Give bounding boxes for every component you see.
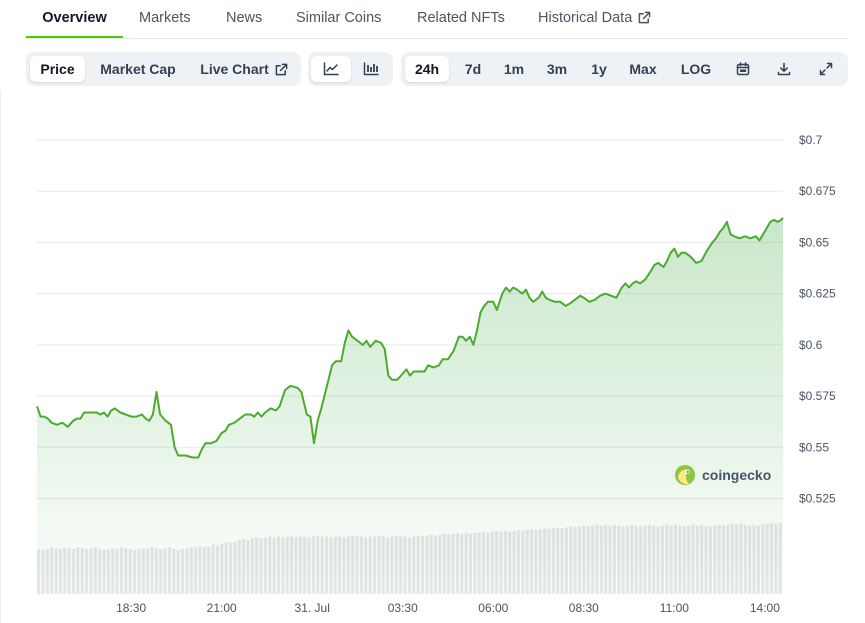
range-max-button[interactable]: Max bbox=[621, 56, 665, 82]
live-chart-button[interactable]: Live Chart bbox=[194, 56, 294, 82]
y-tick-label: $0.525 bbox=[799, 492, 836, 506]
live-chart-button-label: Live Chart bbox=[200, 61, 269, 77]
tab-news-label: News bbox=[226, 10, 263, 26]
log-scale-button[interactable]: LOG bbox=[673, 56, 719, 82]
coingecko-logo-icon bbox=[675, 465, 695, 485]
range-1m-button[interactable]: 1m bbox=[495, 56, 533, 82]
tab-similar-coins[interactable]: Similar Coins bbox=[296, 0, 381, 37]
date-range-button[interactable] bbox=[723, 56, 763, 82]
time-range-toolbar: 24h 7d 1m 3m 1y Max LOG bbox=[401, 52, 848, 86]
watermark-text: coingecko bbox=[702, 467, 772, 483]
x-tick-label: 11:00 bbox=[660, 601, 689, 615]
line-chart-icon bbox=[323, 62, 339, 76]
tab-overview-label: Overview bbox=[42, 10, 107, 26]
calendar-icon bbox=[736, 62, 750, 76]
x-tick-label: 06:00 bbox=[478, 601, 508, 615]
range-1m-label: 1m bbox=[503, 61, 525, 77]
range-max-label: Max bbox=[629, 61, 657, 77]
y-tick-label: $0.6 bbox=[799, 338, 823, 352]
range-24h-button[interactable]: 24h bbox=[405, 56, 449, 82]
range-1y-button[interactable]: 1y bbox=[581, 56, 617, 82]
price-area-fill bbox=[37, 217, 783, 591]
x-axis-labels: 18:30 21:00 31. Jul 03:30 06:00 08:30 11:00 14:… bbox=[116, 601, 780, 615]
line-chart-button[interactable] bbox=[311, 56, 351, 82]
y-axis-labels: $0.7 $0.675 $0.65 $0.625 $0.6 $0.575 $0.55 $0.5… bbox=[799, 133, 836, 506]
candlestick-chart-button[interactable] bbox=[351, 56, 391, 82]
tab-historical-data[interactable]: Historical Data bbox=[538, 0, 651, 37]
log-scale-label: LOG bbox=[680, 61, 712, 77]
market-cap-button[interactable]: Market Cap bbox=[92, 56, 184, 82]
range-7d-button[interactable]: 7d bbox=[453, 56, 493, 82]
coingecko-watermark: coingecko bbox=[674, 464, 771, 486]
x-tick-label: 08:30 bbox=[569, 601, 599, 615]
tab-similar-coins-label: Similar Coins bbox=[296, 10, 382, 26]
fullscreen-button[interactable] bbox=[806, 56, 846, 82]
range-1y-label: 1y bbox=[591, 61, 607, 77]
x-tick-label: 14:00 bbox=[750, 601, 780, 615]
tab-overview[interactable]: Overview bbox=[26, 0, 123, 38]
y-tick-label: $0.7 bbox=[799, 133, 823, 147]
tab-related-nfts[interactable]: Related NFTs bbox=[417, 0, 505, 37]
y-tick-label: $0.675 bbox=[799, 184, 836, 198]
y-tick-label: $0.575 bbox=[799, 389, 836, 403]
chart-type-toggle bbox=[308, 52, 393, 86]
download-icon bbox=[777, 62, 791, 76]
price-button-label: Price bbox=[40, 61, 75, 77]
x-tick-label: 31. Jul bbox=[295, 601, 330, 615]
market-cap-button-label: Market Cap bbox=[100, 61, 176, 77]
y-tick-label: $0.625 bbox=[799, 287, 836, 301]
download-button[interactable] bbox=[764, 56, 804, 82]
tab-news[interactable]: News bbox=[226, 0, 262, 37]
expand-icon bbox=[819, 62, 833, 76]
external-link-icon bbox=[275, 63, 288, 76]
x-tick-label: 18:30 bbox=[116, 601, 146, 615]
candlestick-icon bbox=[363, 62, 379, 76]
range-24h-label: 24h bbox=[414, 61, 440, 77]
y-tick-label: $0.65 bbox=[799, 235, 829, 249]
tab-related-nfts-label: Related NFTs bbox=[417, 10, 505, 26]
tab-markets-label: Markets bbox=[139, 10, 191, 26]
range-3m-label: 3m bbox=[546, 61, 568, 77]
tab-markets[interactable]: Markets bbox=[139, 0, 191, 37]
external-link-icon bbox=[638, 11, 651, 24]
coin-tabs: Overview Markets News Similar Coins Rela… bbox=[26, 0, 848, 39]
range-7d-label: 7d bbox=[464, 61, 482, 77]
panel-left-border bbox=[0, 90, 1, 623]
data-type-toggle: Price Market Cap Live Chart bbox=[26, 52, 301, 86]
price-button[interactable]: Price bbox=[30, 56, 85, 82]
tab-historical-data-label: Historical Data bbox=[538, 10, 633, 26]
x-tick-label: 03:30 bbox=[388, 601, 418, 615]
range-3m-button[interactable]: 3m bbox=[538, 56, 576, 82]
y-tick-label: $0.55 bbox=[799, 440, 829, 454]
price-line bbox=[36, 217, 784, 459]
x-tick-label: 21:00 bbox=[207, 601, 237, 615]
